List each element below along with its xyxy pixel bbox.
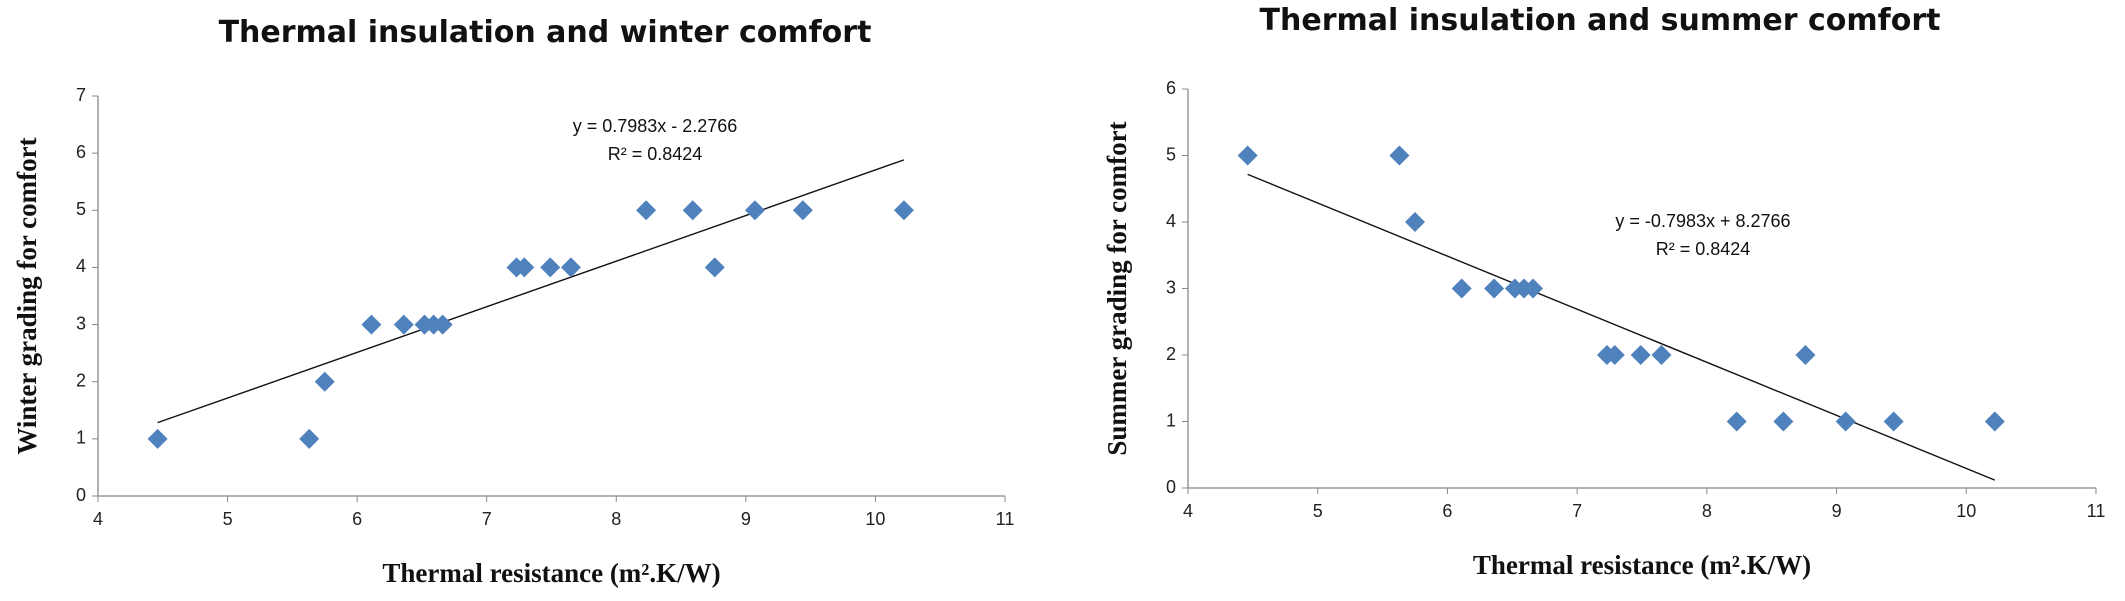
x-tick-label: 7: [1572, 501, 1582, 521]
x-tick-label: 6: [1442, 501, 1452, 521]
point: [1795, 345, 1816, 365]
point: [1651, 345, 1672, 365]
x-tick-label: 7: [482, 509, 492, 529]
y-tick-label: 5: [76, 199, 86, 219]
point: [1604, 345, 1625, 365]
x-tick-label: 8: [1702, 501, 1712, 521]
point: [560, 257, 581, 278]
point: [1883, 411, 1904, 432]
y-tick-label: 5: [1166, 144, 1176, 164]
trend-r2: R² = 0.8424: [608, 144, 703, 164]
point: [393, 314, 414, 335]
chart-title: Thermal insulation and winter comfort: [219, 15, 872, 50]
y-axis-label: Winter grading for comfort: [12, 137, 42, 454]
point: [1773, 411, 1794, 432]
y-tick-label: 2: [1166, 344, 1176, 364]
y-tick-label: 1: [76, 428, 86, 448]
x-tick-label: 4: [93, 509, 103, 529]
x-tick-label: 11: [996, 509, 1015, 529]
y-tick-label: 6: [1166, 78, 1176, 98]
point: [1523, 278, 1544, 299]
x-tick-label: 10: [1956, 501, 1976, 521]
point: [1835, 411, 1856, 432]
y-tick-label: 4: [1166, 211, 1176, 231]
point: [792, 200, 813, 221]
point: [1237, 145, 1258, 166]
point: [636, 200, 657, 221]
y-tick-label: 7: [76, 85, 86, 105]
y-tick-label: 0: [1166, 477, 1176, 497]
point: [893, 200, 914, 221]
x-tick-label: 9: [1832, 501, 1842, 521]
point: [704, 257, 725, 278]
x-tick-label: 6: [352, 509, 362, 529]
point: [1389, 145, 1410, 166]
trend-equation: y = 0.7983x - 2.2766: [573, 116, 738, 136]
y-tick-label: 1: [1166, 410, 1176, 430]
point: [682, 200, 703, 221]
point: [540, 257, 561, 278]
point: [1405, 212, 1425, 232]
point: [147, 428, 168, 449]
x-tick-label: 11: [2087, 501, 2106, 521]
point: [361, 314, 382, 335]
x-axis-label: Thermal resistance (m².K/W): [382, 558, 720, 588]
x-axis-label: Thermal resistance (m².K/W): [1473, 550, 1811, 580]
x-tick-label: 4: [1183, 501, 1193, 521]
y-tick-label: 3: [1166, 277, 1176, 297]
trend-equation: y = -0.7983x + 8.2766: [1615, 211, 1790, 231]
x-tick-label: 5: [223, 509, 233, 529]
y-axis-label: Summer grading for comfort: [1102, 121, 1132, 455]
point: [432, 314, 453, 335]
point: [1484, 278, 1505, 299]
x-tick-label: 10: [865, 509, 885, 529]
point: [1984, 411, 2005, 432]
trendline: [157, 159, 905, 424]
point: [1726, 411, 1747, 432]
y-tick-label: 3: [76, 313, 86, 333]
trend-r2: R² = 0.8424: [1656, 239, 1751, 259]
point: [299, 428, 320, 449]
y-tick-label: 4: [76, 256, 86, 276]
x-tick-label: 9: [741, 509, 751, 529]
y-tick-label: 0: [76, 485, 86, 505]
point: [314, 371, 335, 392]
point: [514, 257, 535, 278]
y-tick-label: 2: [76, 370, 86, 390]
point: [1630, 345, 1651, 365]
chart-title: Thermal insulation and summer comfort: [1260, 3, 1941, 38]
trendline: [1247, 173, 1996, 481]
x-tick-label: 5: [1313, 501, 1323, 521]
x-tick-label: 8: [611, 509, 621, 529]
y-tick-label: 6: [76, 142, 86, 162]
point: [1451, 278, 1472, 299]
point: [744, 200, 765, 221]
